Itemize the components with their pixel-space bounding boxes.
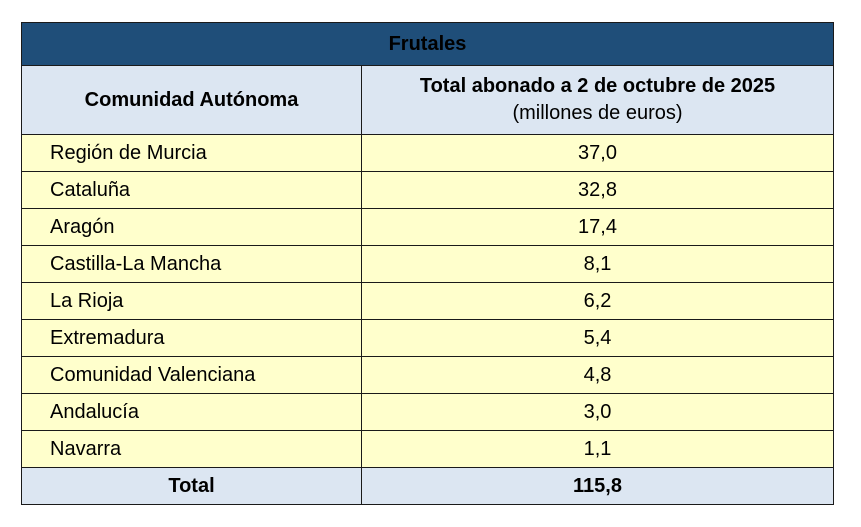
table-title-row: Frutales bbox=[21, 22, 834, 66]
value-cell: 6,2 bbox=[361, 282, 834, 320]
region-cell: La Rioja bbox=[21, 282, 362, 320]
table-row: La Rioja 6,2 bbox=[21, 282, 834, 320]
value-cell: 17,4 bbox=[361, 208, 834, 246]
header-total-unit: (millones de euros) bbox=[512, 102, 683, 124]
value-cell: 4,8 bbox=[361, 356, 834, 394]
region-cell: Aragón bbox=[21, 208, 362, 246]
table-row: Aragón 17,4 bbox=[21, 208, 834, 246]
table-row: Navarra 1,1 bbox=[21, 430, 834, 468]
region-cell: Andalucía bbox=[21, 393, 362, 431]
table-row: Comunidad Valenciana 4,8 bbox=[21, 356, 834, 394]
value-cell: 1,1 bbox=[361, 430, 834, 468]
region-cell: Navarra bbox=[21, 430, 362, 468]
region-cell: Cataluña bbox=[21, 171, 362, 209]
region-cell: Castilla-La Mancha bbox=[21, 245, 362, 283]
table-title: Frutales bbox=[21, 22, 834, 66]
value-cell: 3,0 bbox=[361, 393, 834, 431]
table-row: Extremadura 5,4 bbox=[21, 319, 834, 357]
table-row: Región de Murcia 37,0 bbox=[21, 134, 834, 172]
table-header-row: Comunidad Autónoma Total abonado a 2 de … bbox=[21, 65, 834, 135]
frutales-table: Frutales Comunidad Autónoma Total abonad… bbox=[21, 22, 834, 505]
table-total-row: Total 115,8 bbox=[21, 467, 834, 505]
header-total: Total abonado a 2 de octubre de 2025 (mi… bbox=[361, 65, 834, 135]
header-total-main: Total abonado a 2 de octubre de 2025 bbox=[419, 75, 776, 97]
region-cell: Región de Murcia bbox=[21, 134, 362, 172]
table-row: Cataluña 32,8 bbox=[21, 171, 834, 209]
value-cell: 32,8 bbox=[361, 171, 834, 209]
total-label: Total bbox=[21, 467, 362, 505]
value-cell: 5,4 bbox=[361, 319, 834, 357]
value-cell: 37,0 bbox=[361, 134, 834, 172]
header-region: Comunidad Autónoma bbox=[21, 65, 362, 135]
region-cell: Extremadura bbox=[21, 319, 362, 357]
total-value: 115,8 bbox=[361, 467, 834, 505]
region-cell: Comunidad Valenciana bbox=[21, 356, 362, 394]
table-row: Castilla-La Mancha 8,1 bbox=[21, 245, 834, 283]
value-cell: 8,1 bbox=[361, 245, 834, 283]
table-row: Andalucía 3,0 bbox=[21, 393, 834, 431]
